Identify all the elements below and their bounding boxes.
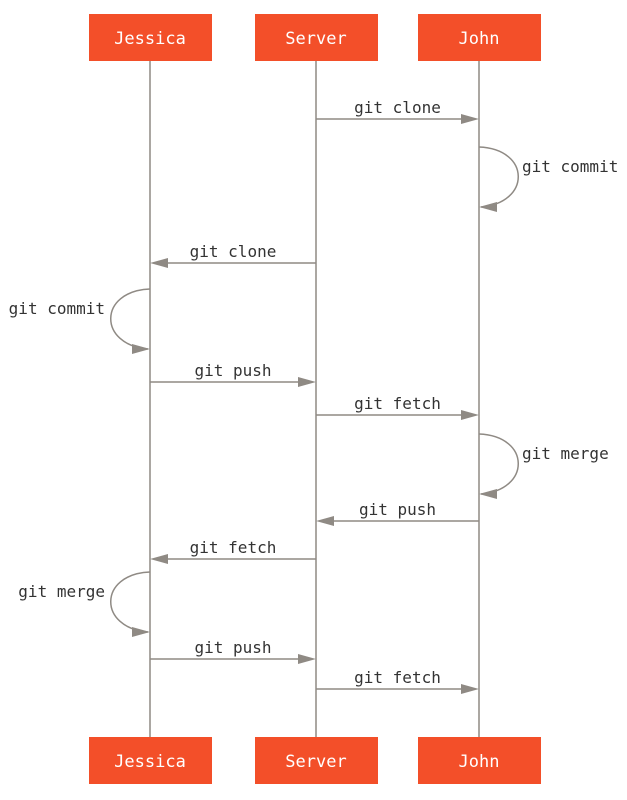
self-message-arrow bbox=[110, 288, 151, 350]
actor-box-bottom-server bbox=[255, 737, 378, 784]
actor-box-bottom-jessica bbox=[89, 737, 212, 784]
actor-label-top-server: Server bbox=[285, 29, 346, 49]
arrowhead bbox=[150, 258, 168, 268]
message-label: git clone bbox=[190, 242, 277, 261]
arrowhead bbox=[132, 344, 150, 354]
arrowhead bbox=[479, 202, 497, 212]
self-message-label: git commit bbox=[9, 299, 105, 318]
self-message-label: git merge bbox=[522, 444, 609, 463]
actor-label-bottom-jessica: Jessica bbox=[114, 752, 186, 772]
message-label: git fetch bbox=[354, 394, 441, 413]
arrowhead bbox=[316, 516, 334, 526]
message-label: git clone bbox=[354, 98, 441, 117]
message-label: git fetch bbox=[354, 668, 441, 687]
message-label: git fetch bbox=[190, 538, 277, 557]
arrowhead bbox=[461, 684, 479, 694]
actor-label-top-john: John bbox=[459, 29, 500, 49]
actor-box-top-server bbox=[255, 14, 378, 61]
actor-label-bottom-john: John bbox=[459, 752, 500, 772]
self-message-arrow bbox=[110, 571, 151, 633]
message-label: git push bbox=[359, 500, 436, 519]
arrowhead bbox=[461, 410, 479, 420]
message-label: git push bbox=[194, 361, 271, 380]
arrowhead bbox=[150, 554, 168, 564]
actor-box-top-jessica bbox=[89, 14, 212, 61]
arrowhead bbox=[479, 489, 497, 499]
actor-box-top-john bbox=[418, 14, 541, 61]
arrowhead bbox=[132, 627, 150, 637]
actor-label-bottom-server: Server bbox=[285, 752, 346, 772]
actor-label-top-jessica: Jessica bbox=[114, 29, 186, 49]
self-message-arrow bbox=[478, 433, 519, 495]
arrowhead bbox=[461, 114, 479, 124]
message-label: git push bbox=[194, 638, 271, 657]
arrowhead bbox=[298, 377, 316, 387]
actor-box-bottom-john bbox=[418, 737, 541, 784]
arrowhead bbox=[298, 654, 316, 664]
self-message-label: git commit bbox=[522, 157, 618, 176]
self-message-label: git merge bbox=[18, 582, 105, 601]
self-message-arrow bbox=[478, 146, 519, 208]
